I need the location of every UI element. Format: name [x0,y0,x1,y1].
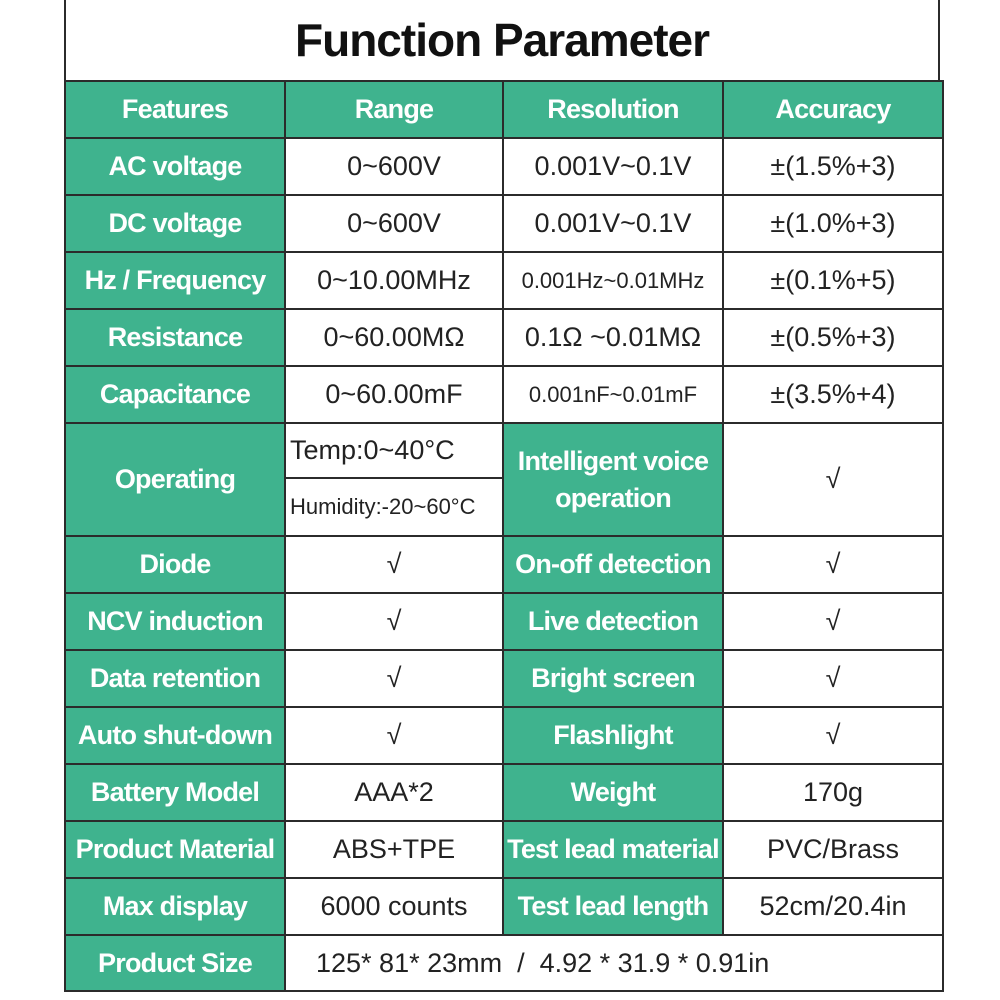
header-accuracy: Accuracy [722,80,944,139]
range-cell: 0~10.00MHz [284,251,504,310]
table-row: Auto shut-down √ Flashlight √ [64,706,944,765]
resolution-cell: 0.001nF~0.01mF [502,365,724,424]
feature-cell: On-off detection [502,535,724,594]
operating-label: Operating [64,422,286,537]
feature-cell: Capacitance [64,365,286,424]
feature-cell: Max display [64,877,286,936]
check-mark-icon: √ [722,706,944,765]
product-size-label: Product Size [64,934,286,992]
feature-cell: Hz / Frequency [64,251,286,310]
accuracy-cell: ±(0.5%+3) [722,308,944,367]
operating-temp: Temp:0~40°C [284,422,504,479]
feature-cell: Test lead length [502,877,724,936]
feature-cell: Test lead material [502,820,724,879]
range-cell: 0~600V [284,137,504,196]
resolution-cell: 0.001Hz~0.01MHz [502,251,724,310]
table-row: Product Material ABS+TPE Test lead mater… [64,820,944,879]
table-row: Humidity:-20~60°C [65,477,943,537]
check-mark-icon: √ [722,649,944,708]
check-mark-icon: √ [722,535,944,594]
value-cell: AAA*2 [284,763,504,822]
feature-cell: Diode [64,535,286,594]
feature-cell: Resistance [64,308,286,367]
table-row: Product Size 125* 81* 23mm / 4.92 * 31.9… [64,934,944,992]
resolution-cell: 0.001V~0.1V [502,194,724,253]
parameter-table: Features Range Resolution Accuracy AC vo… [64,80,944,992]
intelligent-voice-label: Intelligent voice operation [502,422,724,537]
table-row: Operating Temp:0~40°C Intelligent voice … [64,422,944,537]
table-row: AC voltage 0~600V 0.001V~0.1V ±(1.5%+3) [64,137,944,196]
table-row: Resistance 0~60.00MΩ 0.1Ω ~0.01MΩ ±(0.5%… [64,308,944,367]
table-row: DC voltage 0~600V 0.001V~0.1V ±(1.0%+3) [64,194,944,253]
value-cell: 6000 counts [284,877,504,936]
range-cell: 0~60.00MΩ [284,308,504,367]
feature-cell: NCV induction [64,592,286,651]
table-row: Battery Model AAA*2 Weight 170g [64,763,944,822]
feature-cell: AC voltage [64,137,286,196]
resolution-cell: 0.001V~0.1V [502,137,724,196]
value-cell: ABS+TPE [284,820,504,879]
accuracy-cell: ±(1.0%+3) [722,194,944,253]
table-header-row: Features Range Resolution Accuracy [64,80,944,139]
check-mark-icon: √ [284,706,504,765]
range-cell: 0~600V [284,194,504,253]
table-row: NCV induction √ Live detection √ [64,592,944,651]
feature-cell: DC voltage [64,194,286,253]
header-range: Range [284,80,504,139]
feature-cell: Data retention [64,649,286,708]
range-cell: 0~60.00mF [284,365,504,424]
check-mark-icon: √ [284,649,504,708]
accuracy-cell: ±(3.5%+4) [722,365,944,424]
resolution-cell: 0.1Ω ~0.01MΩ [502,308,724,367]
feature-cell: Live detection [502,592,724,651]
check-mark-icon: √ [722,422,944,537]
check-mark-icon: √ [722,592,944,651]
check-mark-icon: √ [284,592,504,651]
feature-cell: Flashlight [502,706,724,765]
feature-cell: Auto shut-down [64,706,286,765]
value-cell: PVC/Brass [722,820,944,879]
page-title: Function Parameter [295,14,710,66]
feature-cell: Bright screen [502,649,724,708]
feature-cell: Product Material [64,820,286,879]
feature-cell: Weight [502,763,724,822]
value-cell: 52cm/20.4in [722,877,944,936]
table-row: Hz / Frequency 0~10.00MHz 0.001Hz~0.01MH… [64,251,944,310]
check-mark-icon: √ [284,535,504,594]
table-row: Capacitance 0~60.00mF 0.001nF~0.01mF ±(3… [64,365,944,424]
accuracy-cell: ±(0.1%+5) [722,251,944,310]
table-row: Diode √ On-off detection √ [64,535,944,594]
table-row: Data retention √ Bright screen √ [64,649,944,708]
operating-humidity: Humidity:-20~60°C [284,477,504,537]
table-row: Max display 6000 counts Test lead length… [64,877,944,936]
feature-cell: Battery Model [64,763,286,822]
accuracy-cell: ±(1.5%+3) [722,137,944,196]
header-features: Features [64,80,286,139]
value-cell: 170g [722,763,944,822]
header-resolution: Resolution [502,80,724,139]
product-size-value: 125* 81* 23mm / 4.92 * 31.9 * 0.91in [284,934,944,992]
